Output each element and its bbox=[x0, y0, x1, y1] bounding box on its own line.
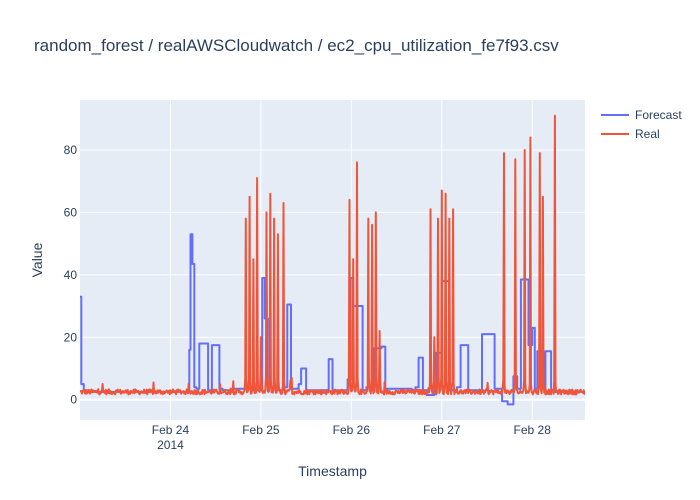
chart-title: random_forest / realAWSCloudwatch / ec2_… bbox=[34, 36, 559, 55]
series-line-real bbox=[80, 114, 585, 396]
y-axis-ticks: 0 20 40 60 80 bbox=[64, 143, 78, 407]
y-tick-label: 40 bbox=[64, 268, 78, 282]
y-axis-title: Value bbox=[29, 242, 45, 277]
y-tick-label: 60 bbox=[64, 205, 78, 219]
legend-item-real[interactable]: Real bbox=[601, 127, 660, 141]
x-tick-year-label: 2014 bbox=[157, 438, 184, 452]
y-tick-label: 0 bbox=[70, 393, 77, 407]
x-tick-label: Feb 27 bbox=[423, 423, 461, 437]
legend: Forecast Real bbox=[601, 108, 682, 141]
y-tick-label: 20 bbox=[64, 330, 78, 344]
y-tick-label: 80 bbox=[64, 143, 78, 157]
x-axis-title: Timestamp bbox=[298, 463, 367, 479]
traces bbox=[80, 114, 585, 406]
legend-label-forecast: Forecast bbox=[635, 108, 682, 122]
x-tick-label: Feb 24 bbox=[152, 423, 190, 437]
legend-item-forecast[interactable]: Forecast bbox=[601, 108, 682, 122]
x-tick-label: Feb 25 bbox=[242, 423, 280, 437]
legend-label-real: Real bbox=[635, 127, 660, 141]
x-tick-label: Feb 26 bbox=[333, 423, 371, 437]
x-tick-label: Feb 28 bbox=[514, 423, 552, 437]
